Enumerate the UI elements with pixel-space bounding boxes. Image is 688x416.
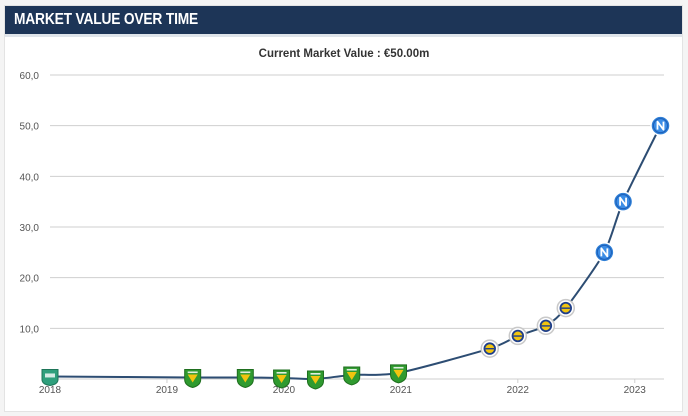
data-point <box>306 370 324 390</box>
club-crest-emblem <box>240 374 251 383</box>
club-crest-band <box>541 325 551 327</box>
data-point <box>536 316 556 336</box>
club-crest-emblem <box>310 376 321 384</box>
club-crest-stripe <box>346 368 357 371</box>
data-point <box>556 298 576 318</box>
club-crest-band <box>513 335 523 337</box>
club-crest-letter <box>600 247 609 258</box>
data-point <box>236 368 254 388</box>
data-point <box>612 191 634 212</box>
club-crest-stripe <box>187 371 198 374</box>
chart-subtitle: Current Market Value : €50.00m <box>259 48 430 60</box>
data-points <box>41 115 671 390</box>
club-crest-emblem <box>393 369 404 378</box>
club-crest-stripe <box>393 366 404 369</box>
grid-lines <box>50 74 664 380</box>
x-axis-ticks: 2018 2019 2020 2021 2022 2023 <box>39 379 646 396</box>
y-tick-label: 30,0 <box>20 223 40 234</box>
y-tick-label: 50,0 <box>20 122 40 133</box>
data-point <box>390 364 408 384</box>
y-tick-label: 60,0 <box>20 71 40 82</box>
data-point <box>594 242 615 263</box>
club-crest-stripe <box>310 373 321 375</box>
series-line <box>49 125 662 381</box>
club-crest-emblem <box>276 374 287 383</box>
y-tick-label: 40,0 <box>20 172 40 183</box>
market-value-card: MARKET VALUE OVER TIME Current Market Va… <box>5 6 682 411</box>
club-crest-stripe <box>276 371 287 374</box>
data-point <box>273 369 291 389</box>
card-title: MARKET VALUE OVER TIME <box>14 11 199 28</box>
club-crest-letter <box>619 196 627 207</box>
series-line-layer <box>49 125 662 381</box>
x-tick-label: 2021 <box>390 385 413 396</box>
y-tick-label: 10,0 <box>20 324 40 335</box>
club-crest-letter <box>656 120 665 131</box>
data-point <box>480 339 499 358</box>
data-point <box>41 368 59 386</box>
card-header: MARKET VALUE OVER TIME <box>5 6 682 37</box>
club-crest-band <box>485 348 495 350</box>
data-point <box>650 115 671 136</box>
x-tick-label: 2020 <box>273 385 296 396</box>
x-tick-label: 2023 <box>624 385 647 396</box>
x-tick-label: 2022 <box>507 385 530 396</box>
club-crest-band <box>561 307 571 309</box>
club-crest-emblem <box>346 371 357 380</box>
y-tick-label: 20,0 <box>20 274 40 285</box>
club-crest-emblem <box>187 374 198 383</box>
data-point <box>184 368 202 388</box>
x-tick-label: 2018 <box>39 385 62 396</box>
data-point <box>343 366 361 386</box>
x-tick-label: 2019 <box>156 385 179 396</box>
club-crest-band <box>45 373 55 378</box>
market-value-chart: Current Market Value : €50.00m 10,0 20,0 3… <box>20 48 671 396</box>
data-point <box>508 326 528 346</box>
club-crest-stripe <box>240 371 251 374</box>
y-axis-ticks: 10,0 20,0 30,0 40,0 50,0 60,0 <box>20 71 40 335</box>
chart-area: Current Market Value : €50.00m 10,0 20,0 3… <box>5 37 682 411</box>
